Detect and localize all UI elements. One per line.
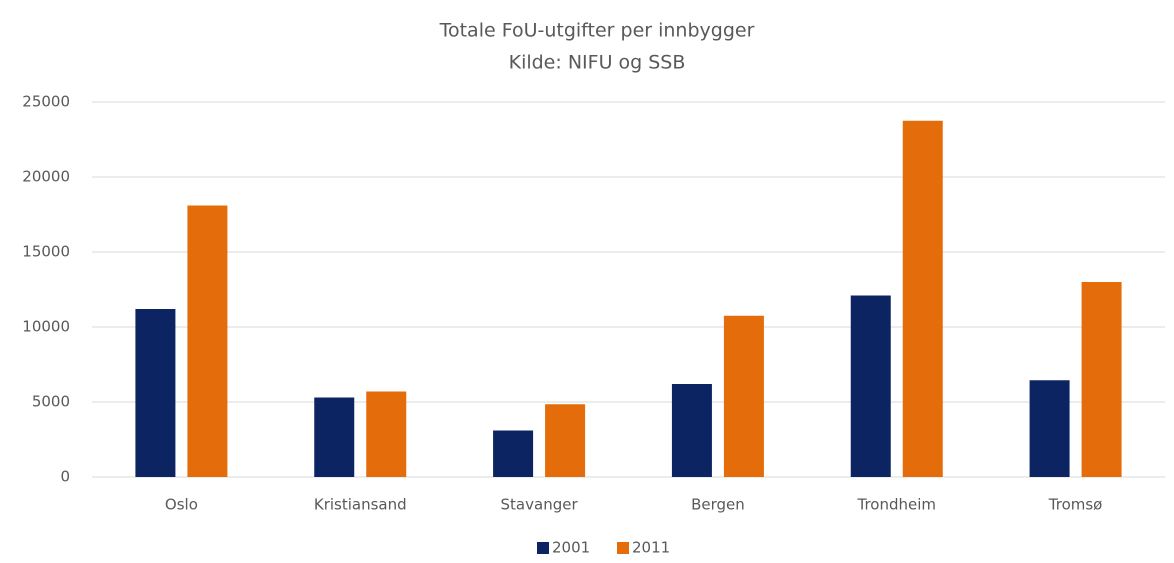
bar	[314, 397, 355, 477]
bar	[671, 384, 712, 477]
bar	[366, 391, 407, 477]
bar	[1029, 380, 1070, 477]
x-tick-label: Bergen	[691, 496, 745, 514]
chart-title: Totale FoU-utgifter per innbygger	[439, 20, 755, 42]
y-tick-label: 15000	[22, 243, 70, 261]
x-tick-label: Tromsø	[1048, 496, 1103, 514]
legend-swatch	[617, 542, 629, 554]
bar	[1081, 282, 1122, 477]
bar	[850, 295, 891, 477]
bar	[493, 430, 534, 477]
legend-label: 2011	[632, 539, 670, 557]
y-tick-label: 20000	[22, 168, 70, 186]
x-tick-label: Trondheim	[856, 496, 936, 514]
x-tick-label: Oslo	[165, 496, 198, 514]
y-tick-label: 0	[60, 468, 70, 486]
bar	[902, 120, 943, 477]
bar	[723, 315, 764, 477]
y-tick-label: 25000	[22, 93, 70, 111]
x-tick-label: Kristiansand	[314, 496, 407, 514]
y-tick-label: 10000	[22, 318, 70, 336]
x-tick-label: Stavanger	[501, 496, 579, 514]
legend-label: 2001	[552, 539, 590, 557]
chart-subtitle: Kilde: NIFU og SSB	[509, 52, 686, 74]
bar	[135, 309, 176, 477]
bar	[545, 404, 586, 477]
bar	[187, 205, 228, 477]
legend-swatch	[537, 542, 549, 554]
y-tick-label: 5000	[32, 393, 70, 411]
